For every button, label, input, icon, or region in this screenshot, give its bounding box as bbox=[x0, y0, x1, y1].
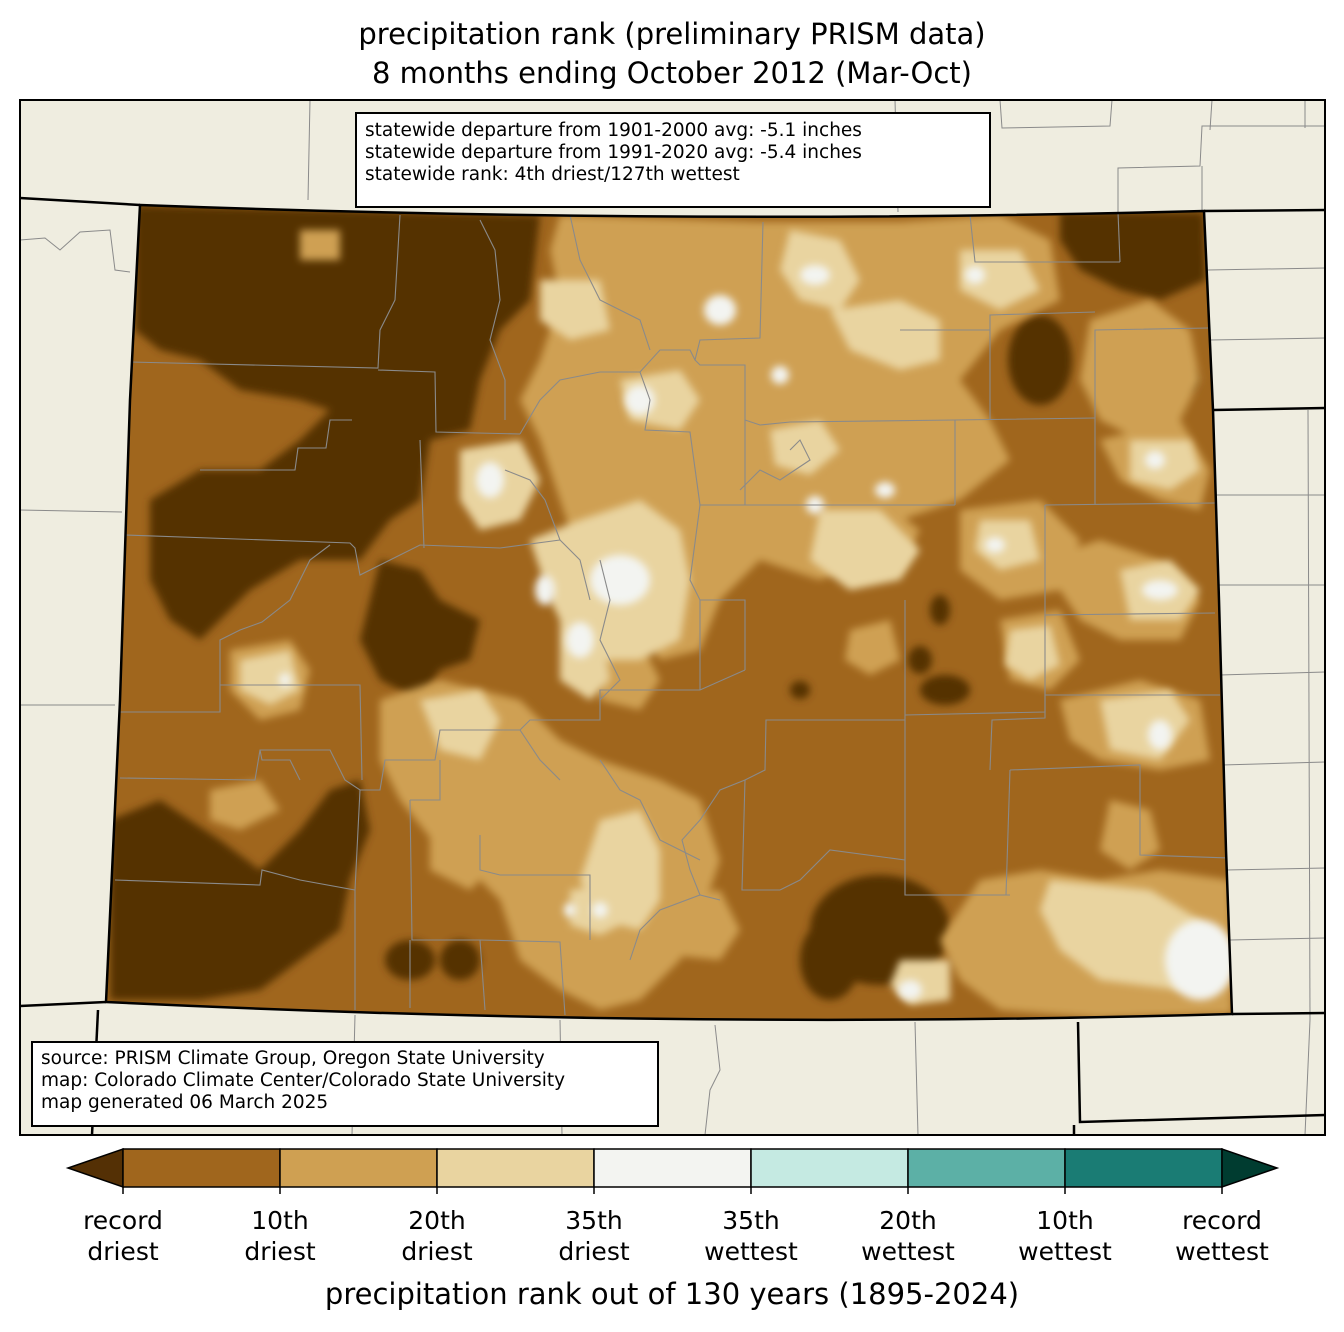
colorbar-label-record-wettest: record wettest bbox=[1175, 1206, 1269, 1266]
colorbar-label-record-driest: record driest bbox=[83, 1206, 163, 1266]
colorbar-bin-4 bbox=[593, 1148, 752, 1188]
colorbar-label-20th-driest: 20th driest bbox=[401, 1206, 473, 1266]
colorbar-label-10th-wettest: 10th wettest bbox=[1018, 1206, 1112, 1266]
map-title-line2: 8 months ending October 2012 (Mar-Oct) bbox=[371, 56, 972, 90]
colorbar-label-10th-driest: 10th driest bbox=[244, 1206, 316, 1266]
stats-statewide-rank: statewide rank: 4th driest/127th wettest bbox=[365, 164, 740, 185]
colorado-border bbox=[104, 203, 1234, 1022]
record-driest-regions bbox=[110, 205, 1206, 1000]
colorbar-label-20th-wettest: 20th wettest bbox=[861, 1206, 955, 1266]
colorado-rank-field bbox=[106, 205, 1232, 1020]
colorbar-extend-over bbox=[1221, 1147, 1280, 1189]
colorbar-label-35th-wettest: 35th wettest bbox=[704, 1206, 798, 1266]
colorbar-extend-under bbox=[65, 1147, 124, 1189]
driest-35-regions bbox=[240, 230, 1220, 1005]
statewide-stats-box: statewide departure from 1901-2000 avg: … bbox=[355, 112, 991, 208]
colorbar-bin-5 bbox=[750, 1148, 909, 1188]
map-frame bbox=[19, 99, 1326, 1136]
source-map-credit: map: Colorado Climate Center/Colorado St… bbox=[41, 1070, 566, 1091]
stats-departure-1991-2020: statewide departure from 1991-2020 avg: … bbox=[365, 142, 862, 163]
source-generated-date: map generated 06 March 2025 bbox=[41, 1092, 329, 1113]
colorbar-label-35th-driest: 35th driest bbox=[558, 1206, 630, 1266]
colorbar-bin-2 bbox=[279, 1148, 438, 1188]
colorbar-bin-3 bbox=[436, 1148, 595, 1188]
stats-departure-1901-2000: statewide departure from 1901-2000 avg: … bbox=[365, 120, 862, 141]
colorado-county-lines bbox=[114, 211, 1229, 1016]
source-data-credit: source: PRISM Climate Group, Oregon Stat… bbox=[41, 1048, 545, 1069]
colorbar-title: precipitation rank out of 130 years (189… bbox=[324, 1277, 1020, 1311]
colorbar-bin-7 bbox=[1064, 1148, 1223, 1188]
colorbar-bin-1 bbox=[122, 1148, 281, 1188]
colorbar-bin-6 bbox=[907, 1148, 1066, 1188]
colorbar-ticks bbox=[122, 1187, 1223, 1194]
colorbar bbox=[65, 1147, 1280, 1194]
source-box: source: PRISM Climate Group, Oregon Stat… bbox=[31, 1041, 659, 1127]
map-title-line1: precipitation rank (preliminary PRISM da… bbox=[358, 17, 986, 51]
